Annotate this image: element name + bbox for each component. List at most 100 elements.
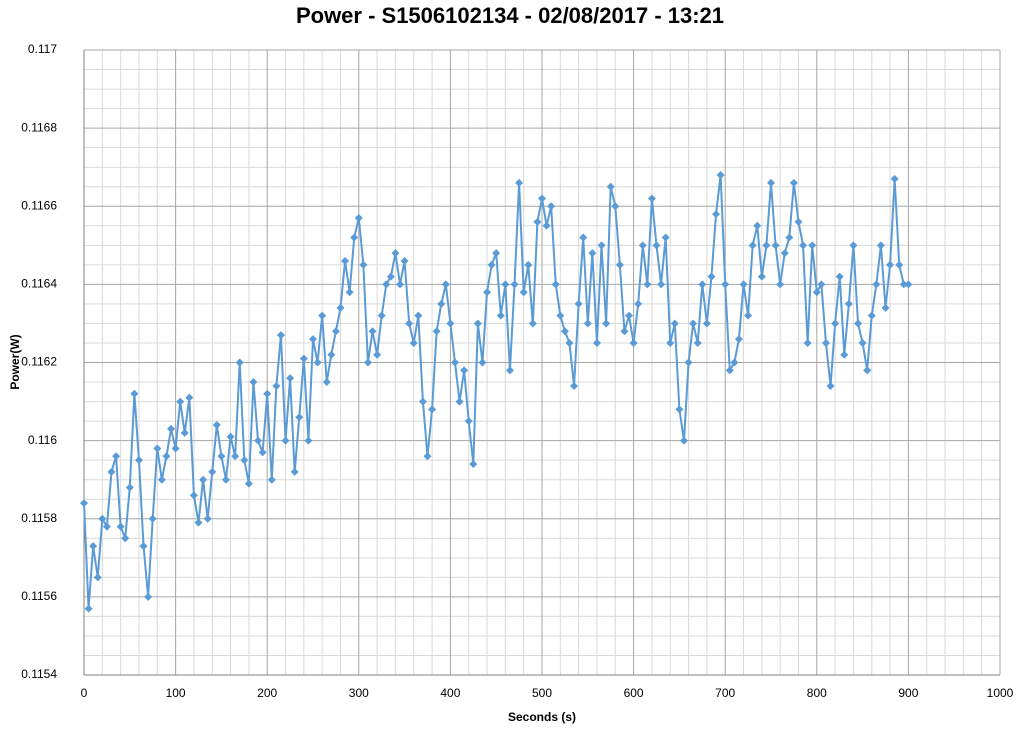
data-point (854, 319, 863, 328)
data-point (666, 338, 675, 347)
data-point (725, 366, 734, 375)
data-point (872, 280, 881, 289)
data-point (647, 194, 656, 203)
data-point (716, 171, 725, 179)
chart-title: Power - S1506102134 - 02/08/2017 - 13:21 (296, 3, 724, 28)
y-tick-label: 0.1164 (21, 277, 57, 291)
data-point (469, 460, 478, 469)
data-point (849, 241, 858, 250)
data-point (483, 288, 492, 297)
data-point (487, 260, 496, 269)
data-point (515, 178, 524, 187)
data-point (528, 319, 537, 328)
data-point (574, 299, 583, 308)
data-point (547, 202, 556, 211)
data-point (844, 299, 853, 308)
data-point (602, 319, 611, 328)
data-point (221, 475, 230, 484)
data-point (125, 483, 134, 492)
data-point (153, 444, 162, 453)
data-point (890, 174, 899, 183)
data-point (116, 522, 125, 531)
data-point (712, 210, 721, 219)
x-tick-label: 0 (81, 686, 88, 700)
data-point (780, 249, 789, 258)
data-point (121, 534, 130, 543)
data-point (496, 311, 505, 320)
data-point (162, 452, 171, 461)
data-point (441, 280, 450, 289)
data-point (689, 319, 698, 328)
y-tick-label: 0.1166 (21, 198, 57, 212)
data-point (757, 272, 766, 281)
data-point (130, 389, 139, 398)
data-point (606, 182, 615, 191)
data-point (821, 338, 830, 347)
data-point (867, 311, 876, 320)
data-point (345, 288, 354, 297)
data-point (258, 448, 267, 457)
data-point (542, 221, 551, 230)
data-point (670, 319, 679, 328)
data-point (382, 280, 391, 289)
data-point (446, 319, 455, 328)
data-point (244, 479, 253, 488)
data-point (327, 350, 336, 359)
data-point (322, 378, 331, 387)
data-point (368, 327, 377, 336)
data-point (510, 280, 519, 289)
data-point (684, 358, 693, 367)
data-point (167, 424, 176, 433)
data-point (840, 350, 849, 359)
data-point (583, 319, 592, 328)
data-point (217, 452, 226, 461)
data-point (93, 573, 102, 582)
data-point (189, 491, 198, 500)
data-point (638, 241, 647, 250)
data-point (799, 241, 808, 250)
data-point (895, 260, 904, 269)
data-point (409, 338, 418, 347)
data-point (533, 217, 542, 226)
data-point (721, 280, 730, 289)
y-tick-label: 0.1168 (21, 120, 57, 134)
data-point (272, 381, 281, 390)
data-point (643, 280, 652, 289)
data-point (579, 233, 588, 242)
data-point (904, 280, 913, 289)
data-point (341, 256, 350, 265)
data-point (139, 542, 148, 551)
data-point (794, 217, 803, 226)
data-point (84, 604, 93, 613)
x-axis-label: Seconds (s) (508, 710, 576, 724)
data-point (299, 354, 308, 363)
x-tick-label: 700 (715, 686, 735, 700)
data-point (377, 311, 386, 320)
data-point (304, 436, 313, 445)
data-point (98, 514, 107, 523)
data-point (657, 280, 666, 289)
data-point (460, 366, 469, 375)
data-point (391, 249, 400, 258)
data-point (428, 405, 437, 414)
data-point (437, 299, 446, 308)
data-point (592, 338, 601, 347)
x-tick-label: 300 (349, 686, 369, 700)
data-point (519, 288, 528, 297)
data-point (876, 241, 885, 250)
data-point (565, 338, 574, 347)
data-point (611, 202, 620, 211)
data-point (112, 452, 121, 461)
y-tick-label: 0.1156 (21, 589, 57, 603)
x-tick-label: 600 (624, 686, 644, 700)
data-point (199, 475, 208, 484)
data-point (808, 241, 817, 250)
data-point (336, 303, 345, 312)
data-point (634, 299, 643, 308)
data-point (739, 280, 748, 289)
data-point (80, 499, 88, 508)
data-point (560, 327, 569, 336)
data-point (235, 358, 244, 367)
data-point (858, 338, 867, 347)
x-tick-label: 200 (257, 686, 277, 700)
